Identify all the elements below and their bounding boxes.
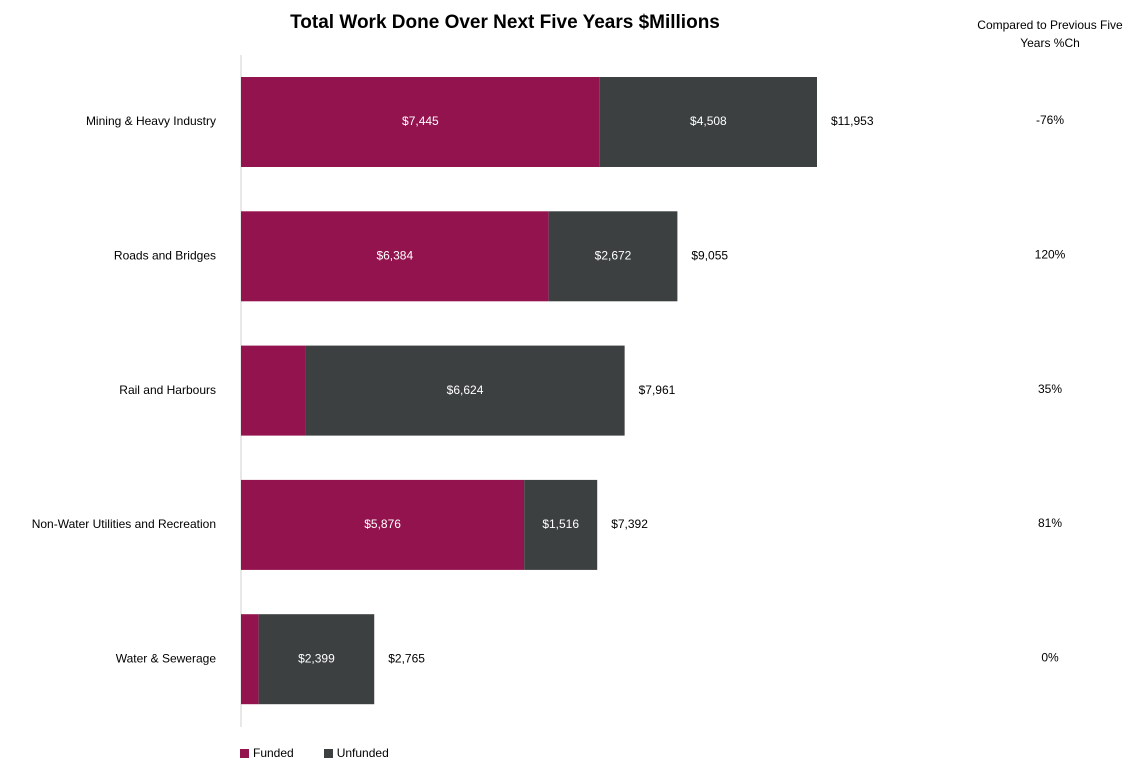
comparison-value-mining-heavy-industry: -76% <box>1036 113 1064 127</box>
chart-title: Total Work Done Over Next Five Years $Mi… <box>290 12 720 33</box>
bar-label-funded-non-water-utilities-and-recreation: $5,876 <box>364 517 401 531</box>
total-label-mining-heavy-industry: $11,953 <box>831 114 874 128</box>
comparison-header: Compared to Previous Five Years %Ch <box>960 16 1134 52</box>
bar-label-unfunded-non-water-utilities-and-recreation: $1,516 <box>542 517 579 531</box>
total-label-non-water-utilities-and-recreation: $7,392 <box>611 517 648 531</box>
comparison-value-non-water-utilities-and-recreation: 81% <box>1038 516 1062 530</box>
category-label-water-sewerage: Water & Sewerage <box>116 651 217 665</box>
bar-funded-roads-and-bridges <box>241 211 549 302</box>
category-label-mining-heavy-industry: Mining & Heavy Industry <box>86 114 216 128</box>
legend-swatch-funded <box>240 748 249 758</box>
legend-label-funded: Funded <box>253 746 294 760</box>
total-label-rail-and-harbours: $7,961 <box>639 383 676 397</box>
total-label-roads-and-bridges: $9,055 <box>691 248 728 262</box>
bar-label-unfunded-water-sewerage: $2,399 <box>298 651 335 665</box>
bar-label-unfunded-rail-and-harbours: $6,624 <box>447 383 484 397</box>
legend-item-unfunded: Unfunded <box>323 746 389 760</box>
bar-unfunded-rail-and-harbours <box>305 345 625 436</box>
bar-label-unfunded-mining-heavy-industry: $4,508 <box>690 114 727 128</box>
comparison-value-water-sewerage: 0% <box>1041 650 1059 664</box>
bar-unfunded-mining-heavy-industry <box>599 77 817 167</box>
comparison-header-line2: Years %Ch <box>1020 36 1080 50</box>
legend-label-unfunded: Unfunded <box>336 746 389 760</box>
bar-unfunded-roads-and-bridges <box>548 211 678 302</box>
bar-funded-mining-heavy-industry <box>241 77 600 167</box>
comparison-value-rail-and-harbours: 35% <box>1038 382 1062 396</box>
category-label-roads-and-bridges: Roads and Bridges <box>114 248 216 262</box>
category-label-rail-and-harbours: Rail and Harbours <box>119 383 216 397</box>
legend-item-funded: Funded <box>240 746 294 760</box>
bar-funded-water-sewerage <box>241 614 259 705</box>
legend-swatch-unfunded <box>323 748 333 758</box>
bar-funded-non-water-utilities-and-recreation <box>241 479 525 570</box>
bar-funded-rail-and-harbours <box>241 345 306 436</box>
category-label-non-water-utilities-and-recreation: Non-Water Utilities and Recreation <box>32 517 216 531</box>
bar-label-unfunded-roads-and-bridges: $2,672 <box>595 248 632 262</box>
comparison-value-roads-and-bridges: 120% <box>1035 247 1066 261</box>
bar-unfunded-water-sewerage <box>258 614 375 705</box>
bar-label-funded-mining-heavy-industry: $7,445 <box>402 114 439 128</box>
bar-label-funded-roads-and-bridges: $6,384 <box>376 248 413 262</box>
legend: Funded Unfunded <box>240 746 419 760</box>
total-label-water-sewerage: $2,765 <box>388 651 425 665</box>
comparison-header-line1: Compared to Previous Five <box>977 18 1123 32</box>
bar-unfunded-non-water-utilities-and-recreation <box>524 479 598 570</box>
bar-chart: Mining & Heavy Industry $7,445 $4,508 $11,9… <box>32 55 1066 727</box>
